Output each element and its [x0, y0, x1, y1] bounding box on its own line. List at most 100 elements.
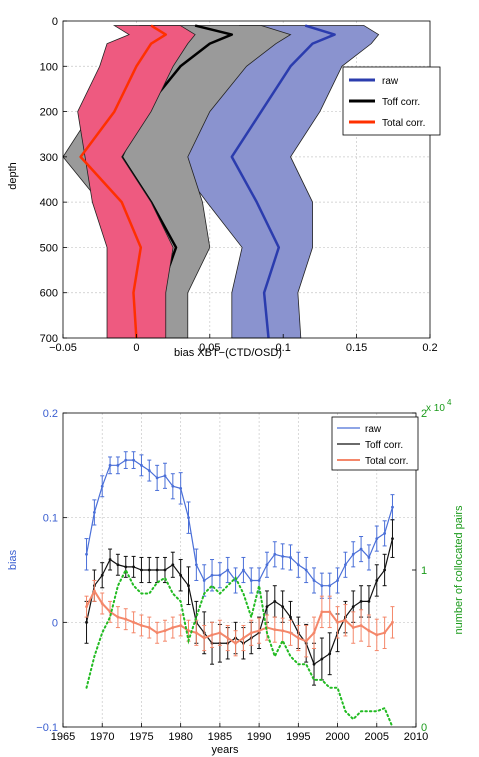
- bottom-point-total: [132, 620, 136, 624]
- bottom-point-total: [124, 617, 128, 621]
- bottom-y-tick-label: 0: [52, 617, 58, 629]
- y2-exponent-power: 4: [447, 398, 452, 407]
- bottom-point-raw: [171, 484, 175, 488]
- bottom-point-raw: [312, 579, 316, 582]
- top-y-tick-label: 100: [40, 61, 58, 73]
- bottom-point-raw: [226, 568, 230, 572]
- top-y-tick-label: 700: [40, 333, 58, 345]
- bottom-point-toff: [179, 573, 183, 577]
- bottom-point-raw: [100, 484, 104, 488]
- bottom-point-total: [312, 631, 316, 635]
- bottom-point-total: [226, 636, 230, 640]
- bottom-legend-label-raw: raw: [365, 424, 382, 435]
- bottom-y-axis-label: bias: [7, 549, 19, 570]
- bottom-point-raw: [296, 563, 300, 567]
- bottom-point-total: [242, 636, 245, 640]
- bottom-x-tick-label: 1965: [51, 731, 75, 743]
- bottom-point-raw: [281, 554, 285, 558]
- bottom-point-toff: [391, 537, 394, 540]
- time-series-chart: 1965 1970 1975 1980 1985 1990 1995 2000 2005 2010…: [7, 398, 465, 756]
- bottom-x-tick-label: 1980: [168, 731, 192, 743]
- bottom-point-total: [351, 626, 355, 629]
- bottom-point-raw: [273, 552, 277, 556]
- top-x-tick-label: 0: [133, 342, 139, 354]
- top-legend-label-total: Total corr.: [382, 118, 425, 129]
- bottom-point-total: [296, 636, 300, 640]
- bottom-point-toff: [116, 563, 120, 567]
- bottom-point-total: [289, 631, 292, 635]
- bottom-point-total: [187, 629, 190, 633]
- bottom-point-raw: [391, 505, 394, 509]
- bottom-line-raw: [85, 459, 394, 587]
- bottom-y2-tick-label: 2: [421, 408, 427, 420]
- bottom-point-total: [194, 631, 198, 635]
- bottom-axes: 1965 1970 1975 1980 1985 1990 1995 2000 2005 2010…: [36, 408, 428, 743]
- bottom-point-raw: [179, 486, 183, 490]
- bottom-point-total: [320, 610, 324, 614]
- top-y-axis-label: depth: [7, 162, 19, 190]
- bottom-x-tick-label: 2010: [404, 731, 428, 743]
- bottom-point-raw: [336, 579, 339, 582]
- bottom-point-toff: [100, 573, 104, 577]
- bottom-point-total: [367, 629, 371, 633]
- bottom-point-raw: [328, 584, 332, 588]
- bottom-point-raw: [140, 463, 143, 467]
- bottom-point-raw: [367, 556, 371, 559]
- bottom-point-raw: [304, 568, 308, 572]
- top-x-tick-label: −0.05: [49, 342, 77, 354]
- bottom-point-raw: [344, 563, 347, 567]
- bottom-point-total: [85, 605, 88, 609]
- top-axes: −0.05 0 0.05 0.1 0.15 0.2 0 100 200 300 400 500 600 7…: [40, 16, 438, 354]
- bottom-point-toff: [124, 565, 128, 569]
- bottom-point-toff: [383, 568, 387, 572]
- bottom-line-total: [85, 588, 394, 645]
- bottom-point-raw: [92, 511, 96, 514]
- bottom-x-tick-label: 1970: [90, 731, 114, 743]
- top-legend: raw Toff corr. Total corr.: [342, 66, 441, 136]
- bottom-point-total: [163, 629, 167, 633]
- bottom-y2-tick-label: 1: [421, 565, 427, 577]
- bottom-point-raw: [202, 579, 206, 582]
- top-y-tick-label: 500: [40, 242, 58, 254]
- bottom-point-total: [116, 615, 120, 619]
- bottom-point-toff: [85, 620, 88, 624]
- bottom-point-total: [171, 626, 175, 629]
- bottom-point-raw: [289, 556, 292, 559]
- bottom-x-tick-label: 1995: [286, 731, 310, 743]
- bottom-point-raw: [383, 531, 387, 535]
- bottom-point-total: [375, 633, 379, 637]
- bottom-point-total: [155, 631, 159, 635]
- bottom-point-toff: [289, 615, 292, 619]
- bottom-y-tick-label: 0.1: [43, 513, 58, 525]
- bottom-point-toff: [281, 605, 285, 609]
- bottom-legend-label-total: Total corr.: [365, 456, 408, 467]
- top-axes-frame: [62, 20, 431, 339]
- bottom-y2-tick-label: 0: [421, 722, 427, 734]
- bottom-x-axis-label: years: [212, 744, 239, 756]
- bottom-point-total: [281, 629, 285, 633]
- bottom-point-total: [179, 624, 183, 627]
- top-y-tick-label: 0: [52, 16, 58, 28]
- bottom-point-raw: [249, 579, 253, 582]
- bottom-point-toff: [375, 579, 379, 582]
- top-line-raw: [230, 24, 336, 339]
- bottom-point-toff: [171, 563, 175, 567]
- bottom-point-raw: [218, 573, 222, 577]
- bottom-point-total: [92, 589, 96, 593]
- bottom-point-raw: [187, 516, 190, 520]
- top-x-tick-label: 0.15: [346, 342, 367, 354]
- bottom-point-total: [344, 618, 347, 622]
- bottom-point-total: [100, 602, 104, 605]
- bottom-point-toff: [155, 568, 159, 572]
- top-y-tick-label: 200: [40, 107, 58, 119]
- bottom-point-raw: [351, 552, 355, 556]
- top-y-tick-label: 300: [40, 152, 58, 164]
- bottom-x-tick-label: 2005: [365, 731, 389, 743]
- bottom-point-toff: [312, 662, 316, 666]
- bottom-point-toff: [320, 657, 324, 661]
- bottom-point-total: [257, 629, 261, 633]
- bottom-point-raw: [108, 463, 112, 467]
- bottom-x-tick-label: 1990: [247, 731, 271, 743]
- bottom-point-toff: [140, 568, 143, 572]
